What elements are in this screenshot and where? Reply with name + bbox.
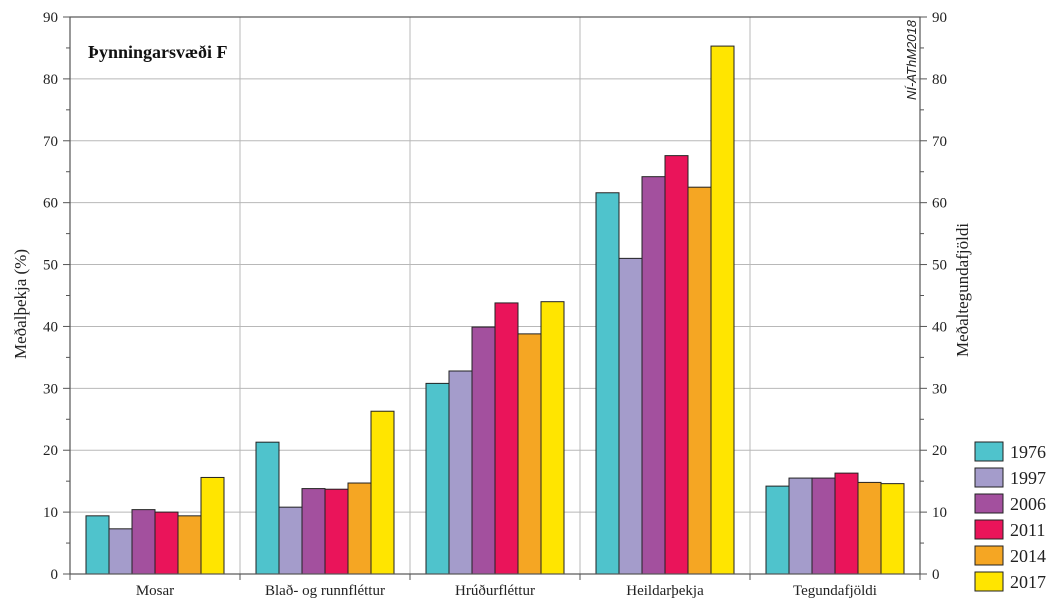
y-tick-label-right: 20	[932, 443, 947, 459]
y-tick-label-left: 90	[43, 10, 58, 26]
bar-1976-3	[425, 382, 450, 575]
bar-2011-3	[494, 302, 519, 575]
legend-swatch	[974, 493, 1004, 514]
bar-2014-4	[687, 186, 712, 575]
y-tick-label-right: 70	[932, 134, 947, 150]
bar-2011-1	[154, 511, 179, 575]
y-tick-label-right: 90	[932, 10, 947, 26]
legend-swatch	[974, 519, 1004, 540]
y-axis-title-right: Meðaltegundafjöldi	[953, 223, 972, 357]
y-tick-label-right: 0	[932, 567, 940, 583]
grid	[70, 17, 920, 574]
bar-1997-2	[278, 506, 303, 575]
legend-swatch	[974, 545, 1004, 566]
bar-2011-2	[324, 488, 349, 575]
bar-2017-3	[540, 301, 565, 575]
chart-title: Þynningarsvæði F	[88, 42, 228, 62]
bar-2017-5	[880, 483, 905, 575]
bar-2014-5	[857, 481, 882, 575]
watermark-text: NÍ-AThM2018	[904, 19, 919, 100]
y-tick-label-left: 50	[43, 258, 58, 274]
bar-2014-2	[347, 482, 372, 575]
bar-1997-4	[618, 257, 643, 575]
bar-1976-4	[595, 192, 620, 575]
y-tick-label-right: 10	[932, 505, 947, 521]
bar-1976-2	[255, 441, 280, 575]
y-tick-label-left: 10	[43, 505, 58, 521]
x-category-label: Blað- og runnfléttur	[265, 583, 385, 599]
y-tick-label-left: 60	[43, 196, 58, 212]
x-category-label: Heildarþekja	[626, 583, 704, 599]
bar-1997-1	[108, 528, 133, 575]
legend-label: 2017	[1010, 572, 1046, 592]
bar-1976-5	[765, 485, 790, 575]
bar-2006-3	[471, 326, 496, 575]
legend-label: 1976	[1010, 442, 1046, 462]
y-tick-label-left: 30	[43, 381, 58, 397]
bar-2014-1	[177, 515, 202, 575]
bar-2017-1	[200, 476, 225, 575]
y-tick-label-left: 80	[43, 72, 58, 88]
y-tick-label-right: 40	[932, 319, 947, 335]
legend-swatch	[974, 467, 1004, 488]
y-tick-label-left: 70	[43, 134, 58, 150]
legend-label: 2006	[1010, 494, 1046, 514]
y-tick-label-left: 40	[43, 319, 58, 335]
legend: 1976 1997 2006 2011 2014 2017	[974, 441, 1046, 592]
bar-1997-3	[448, 370, 473, 575]
bar-2017-2	[370, 410, 395, 575]
bar-1997-5	[788, 477, 813, 575]
bar-2006-1	[131, 509, 156, 575]
bar-2006-5	[811, 477, 836, 575]
bar-1976-1	[85, 515, 110, 575]
legend-swatch	[974, 441, 1004, 462]
y-tick-label-right: 30	[932, 381, 947, 397]
bar-2006-2	[301, 488, 326, 575]
y-tick-label-right: 80	[932, 72, 947, 88]
y-tick-label-right: 50	[932, 258, 947, 274]
x-category-label: Tegundafjöldi	[793, 583, 877, 599]
y-tick-label-right: 60	[932, 196, 947, 212]
bar-2011-4	[664, 155, 689, 575]
axes: 0 0 10 10 20 20 30 30 40 40 50 50 60 60 70 70 80 80 90 90 Mo…	[43, 10, 947, 599]
legend-swatch	[974, 571, 1004, 592]
legend-label: 2011	[1010, 520, 1045, 540]
y-axis-title-left: Meðalþekja (%)	[11, 249, 30, 359]
y-tick-label-left: 0	[51, 567, 59, 583]
x-category-label: Hrúðurfléttur	[455, 583, 535, 599]
bars	[85, 45, 905, 575]
bar-2017-4	[710, 45, 735, 575]
legend-label: 2014	[1010, 546, 1046, 566]
bar-2006-4	[641, 176, 666, 575]
bar-2014-3	[517, 333, 542, 575]
legend-label: 1997	[1010, 468, 1046, 488]
bar-2011-5	[834, 472, 859, 575]
y-tick-label-left: 20	[43, 443, 58, 459]
x-category-label: Mosar	[136, 583, 174, 599]
